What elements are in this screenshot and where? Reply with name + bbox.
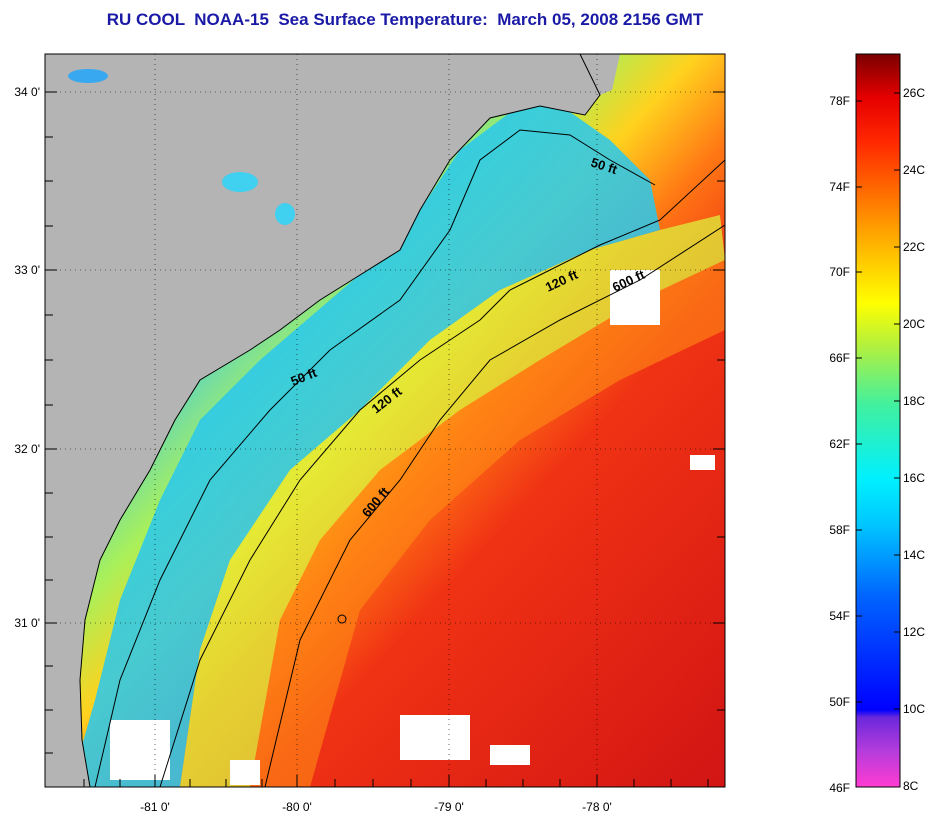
colorbar-label-f: 70F [829,265,850,279]
warm-transition-water [250,260,725,787]
colorbar-label-f: 62F [829,437,850,451]
colorbar-label-c: 12C [903,625,925,639]
station-marker [337,614,347,624]
colorbar-celsius-labels: 26C 24C 22C 20C 18C 16C 14C 12C 10C 8C [903,86,925,793]
map-ticks [45,91,725,787]
cool-nearshore-water [70,105,660,787]
land-mass-north [580,54,620,95]
colorbar-label-f: 58F [829,523,850,537]
lat-tick-label: 31 0' [14,616,40,630]
colorbar-label-f: 46F [829,781,850,795]
land-mass [45,54,600,787]
colorbar-ticks [856,92,900,710]
inland-lake [222,172,258,192]
lon-tick-label: -78 0' [582,800,612,814]
coastline [79,54,601,787]
inland-lake [275,203,295,225]
map-area: 50 ft 50 ft 120 ft 120 ft 600 ft 600 ft [45,54,725,787]
colorbar-label-c: 14C [903,548,925,562]
colorbar-label-f: 54F [829,609,850,623]
colorbar [855,53,901,788]
lat-tick-label: 34 0' [14,85,40,99]
lat-tick-label: 33 0' [14,263,40,277]
colorbar-label-c: 24C [903,163,925,177]
colorbar-label-f: 50F [829,695,850,709]
colorbar-label-f: 78F [829,94,850,108]
colorbar-label-c: 20C [903,317,925,331]
colorbar-label-c: 16C [903,471,925,485]
cloud-cover [110,270,715,785]
map-title: RU COOL NOAA-15 Sea Surface Temperature:… [106,10,704,29]
colorbar-label-c: 18C [903,394,925,408]
colorbar-label-c: 10C [903,702,925,716]
colorbar-label-c: 26C [903,86,925,100]
isobath-120ft [159,159,725,787]
graticule [45,54,725,787]
isobath-50ft [94,129,656,787]
colorbar-label-f: 74F [829,180,850,194]
inland-lake [68,69,108,83]
lon-tick-label: -79 0' [434,800,464,814]
colorbar-label-f: 66F [829,351,850,365]
lat-tick-label: 32 0' [14,442,40,456]
isobath-600ft [264,224,725,787]
lon-tick-label: -81 0' [140,800,170,814]
colorbar-fahrenheit-labels: 78F 74F 70F 66F 62F 58F 54F 50F 46F [829,94,850,795]
lon-tick-label: -80 0' [282,800,312,814]
map-frame [44,53,726,788]
midshelf-water [180,215,725,787]
colorbar-label-c: 22C [903,240,925,254]
colorbar-label-c: 8C [903,779,919,793]
